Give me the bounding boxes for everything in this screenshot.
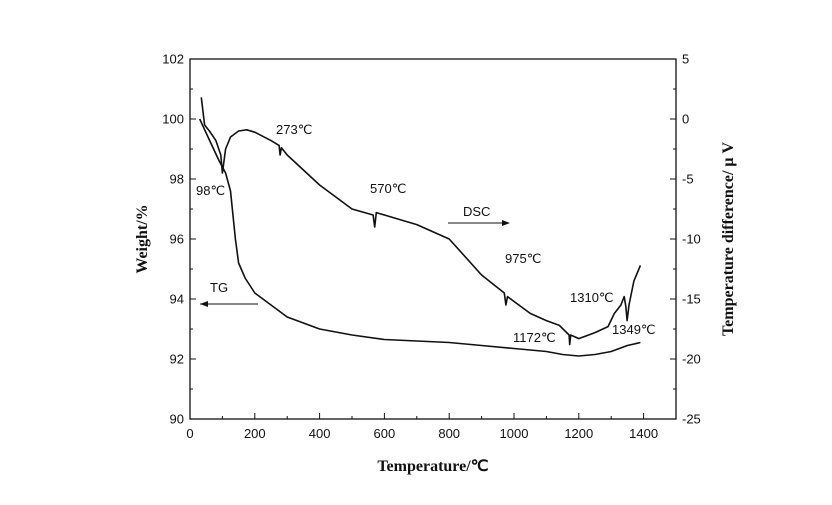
x-axis-title: Temperature/℃ bbox=[377, 458, 488, 475]
plot-frame bbox=[189, 58, 677, 420]
x-tick-label: 800 bbox=[438, 426, 460, 441]
annotation-1172c: 1172℃ bbox=[513, 330, 556, 345]
y-right-tick-label: -10 bbox=[682, 232, 701, 247]
x-tick-label: 1000 bbox=[500, 426, 529, 441]
x-axis: 0 200 400 600 800 1000 1200 1400 bbox=[186, 413, 658, 441]
tg-arrow-icon bbox=[200, 301, 258, 307]
y-left-tick-label: 102 bbox=[162, 52, 184, 67]
annotation-98c: 98℃ bbox=[196, 183, 225, 198]
y-axis-right: -25 -20 -15 -10 -5 0 5 bbox=[670, 52, 701, 427]
x-tick-label: 1200 bbox=[564, 426, 593, 441]
annotation-1310c: 1310℃ bbox=[570, 290, 614, 305]
annotation-1349c: 1349℃ bbox=[612, 322, 656, 337]
y-left-tick-label: 96 bbox=[170, 232, 184, 247]
y-right-tick-label: -25 bbox=[682, 412, 701, 427]
annotation-975c: 975℃ bbox=[505, 251, 541, 266]
x-tick-label: 0 bbox=[186, 426, 193, 441]
annotation-570c: 570℃ bbox=[370, 181, 406, 196]
y-left-tick-label: 94 bbox=[170, 292, 184, 307]
y-right-tick-label: 0 bbox=[682, 112, 689, 127]
y-left-tick-label: 92 bbox=[170, 352, 184, 367]
y-right-tick-label: 5 bbox=[682, 52, 689, 67]
y-left-tick-label: 100 bbox=[162, 112, 184, 127]
dsc-arrow-icon bbox=[448, 220, 510, 226]
x-tick-label: 600 bbox=[374, 426, 396, 441]
tg-series-line bbox=[198, 118, 641, 357]
x-tick-label: 1400 bbox=[629, 426, 658, 441]
annotation-tg: TG bbox=[210, 280, 228, 295]
y-axis-right-title: Temperature difference/ μ V bbox=[720, 142, 737, 337]
y-left-tick-label: 98 bbox=[170, 172, 184, 187]
y-right-tick-label: -15 bbox=[682, 292, 701, 307]
y-right-tick-label: -20 bbox=[682, 352, 701, 367]
dsc-series-line bbox=[200, 97, 642, 346]
annotation-273c: 273℃ bbox=[276, 122, 312, 137]
x-tick-label: 200 bbox=[244, 426, 266, 441]
y-axis-left: 90 92 94 96 98 100 102 bbox=[162, 52, 196, 427]
y-left-tick-label: 90 bbox=[170, 412, 184, 427]
y-axis-left-title: Weight/% bbox=[134, 204, 151, 273]
x-tick-label: 400 bbox=[309, 426, 331, 441]
y-right-tick-label: -5 bbox=[682, 172, 694, 187]
annotation-dsc: DSC bbox=[463, 204, 490, 219]
